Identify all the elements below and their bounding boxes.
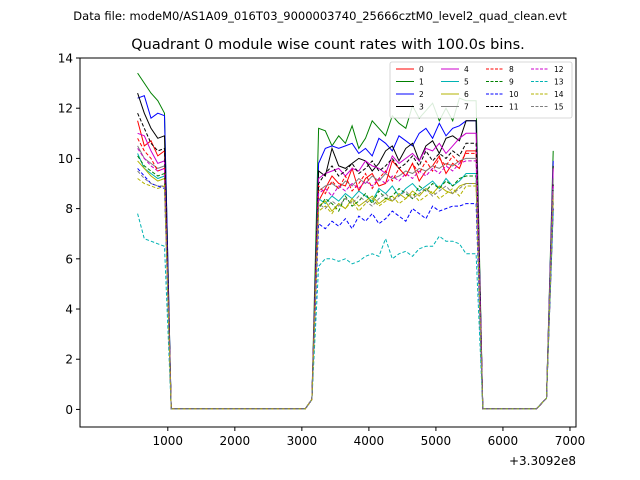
y-tick-label: 2 xyxy=(65,353,73,367)
x-tick-label: 2000 xyxy=(220,434,251,448)
y-tick-label: 8 xyxy=(65,202,73,216)
y-tick-label: 6 xyxy=(65,252,73,266)
chart-suptitle: Data file: modeM0/AS1A09_016T03_90000037… xyxy=(73,9,567,23)
x-tick-label: 1000 xyxy=(153,434,184,448)
legend-label-6: 6 xyxy=(464,90,469,99)
series-line-1 xyxy=(137,72,554,410)
legend-label-12: 12 xyxy=(554,65,564,74)
x-axis-offset-label: +3.3092e8 xyxy=(509,454,576,468)
series-line-12 xyxy=(137,148,554,410)
legend-label-4: 4 xyxy=(464,65,469,74)
y-axis-ticks: 0 2 4 6 8 10 12 14 xyxy=(58,52,80,417)
legend-label-13: 13 xyxy=(554,78,564,87)
x-tick-label: 6000 xyxy=(488,434,519,448)
axes-frame xyxy=(79,57,577,428)
legend-label-3: 3 xyxy=(419,103,424,112)
series-line-10 xyxy=(137,168,554,410)
series-line-3 xyxy=(137,92,554,410)
legend-label-5: 5 xyxy=(464,78,469,87)
series-line-14 xyxy=(137,178,554,410)
legend-label-0: 0 xyxy=(419,65,424,74)
chart-title: Quadrant 0 module wise count rates with … xyxy=(131,37,525,53)
series-line-5 xyxy=(137,153,554,410)
legend-label-8: 8 xyxy=(509,65,514,74)
x-axis-ticks: 1000 2000 3000 4000 5000 6000 7000 xyxy=(153,427,586,448)
x-tick-label: 7000 xyxy=(555,434,586,448)
x-tick-label: 4000 xyxy=(354,434,385,448)
x-tick-label: 5000 xyxy=(421,434,452,448)
x-tick-label: 3000 xyxy=(287,434,318,448)
plot-lines xyxy=(137,72,554,410)
series-line-13 xyxy=(137,211,554,410)
legend-box xyxy=(389,61,573,119)
y-tick-label: 0 xyxy=(65,403,73,417)
legend-label-1: 1 xyxy=(419,78,424,87)
legend-label-2: 2 xyxy=(419,90,424,99)
y-tick-label: 4 xyxy=(65,303,73,317)
legend-label-11: 11 xyxy=(509,103,519,112)
y-tick-label: 10 xyxy=(58,152,73,166)
series-line-4 xyxy=(137,132,554,410)
legend-label-7: 7 xyxy=(464,103,469,112)
legend-label-10: 10 xyxy=(509,90,519,99)
y-tick-label: 14 xyxy=(58,52,73,66)
series-line-0 xyxy=(137,120,554,410)
series-line-11 xyxy=(137,112,554,410)
legend-label-15: 15 xyxy=(554,103,564,112)
series-line-15 xyxy=(137,170,554,410)
series-line-8 xyxy=(137,138,554,410)
legend-label-9: 9 xyxy=(509,78,514,87)
y-tick-label: 12 xyxy=(58,102,73,116)
legend-label-14: 14 xyxy=(554,90,564,99)
